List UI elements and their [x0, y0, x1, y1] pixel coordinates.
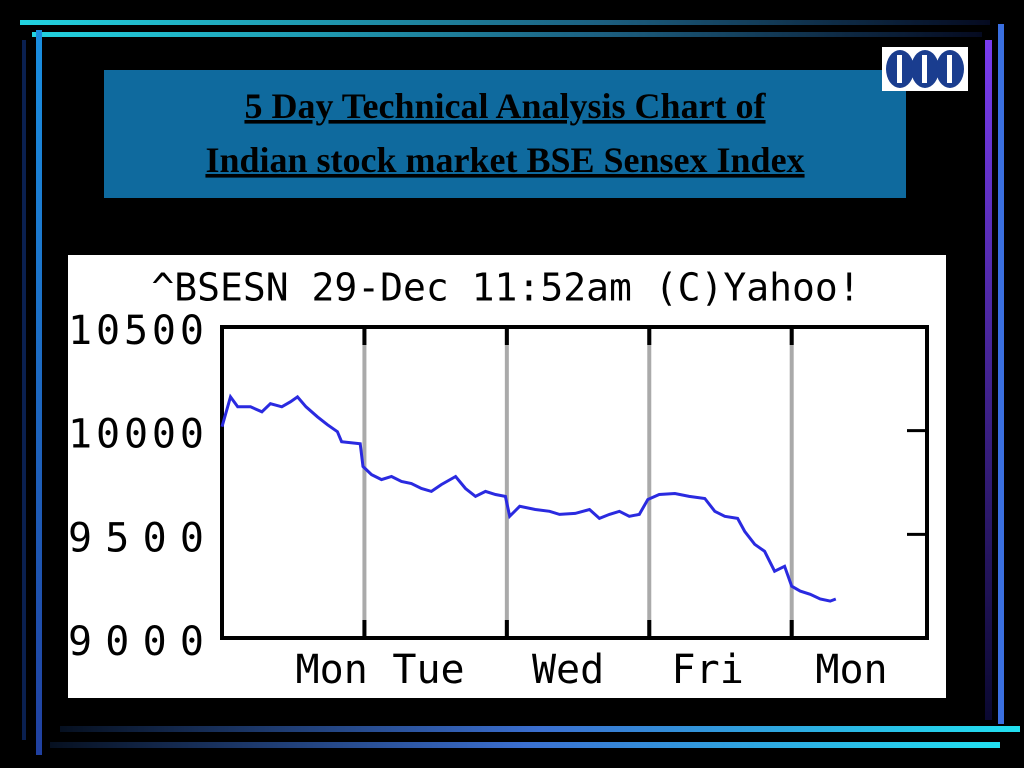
price-line — [220, 393, 837, 603]
deco-line — [22, 40, 26, 740]
deco-line — [36, 30, 42, 755]
plot-frame — [220, 325, 929, 640]
deco-line — [998, 24, 1004, 724]
y-tick-label: 10000 — [68, 412, 204, 458]
chart-header: ^BSESN 29-Dec 11:52am (C)Yahoo! — [151, 266, 860, 310]
deco-line — [985, 40, 992, 720]
title-box — [104, 70, 906, 198]
x-tick-label: Tue — [392, 647, 464, 693]
y-tick-label: 10500 — [68, 308, 204, 354]
deco-line — [50, 742, 1000, 748]
title-line: Indian stock market BSE Sensex Index — [205, 140, 804, 180]
deco-line — [60, 726, 1020, 732]
x-tick-label: Mon — [296, 647, 368, 693]
x-tick-label: Fri — [672, 647, 744, 693]
deco-line — [20, 20, 990, 25]
title-line: 5 Day Technical Analysis Chart of — [244, 86, 766, 126]
deco-line — [32, 32, 982, 37]
x-tick-label: Wed — [532, 647, 604, 693]
x-tick-label: Mon — [815, 647, 887, 693]
logo — [882, 47, 968, 91]
